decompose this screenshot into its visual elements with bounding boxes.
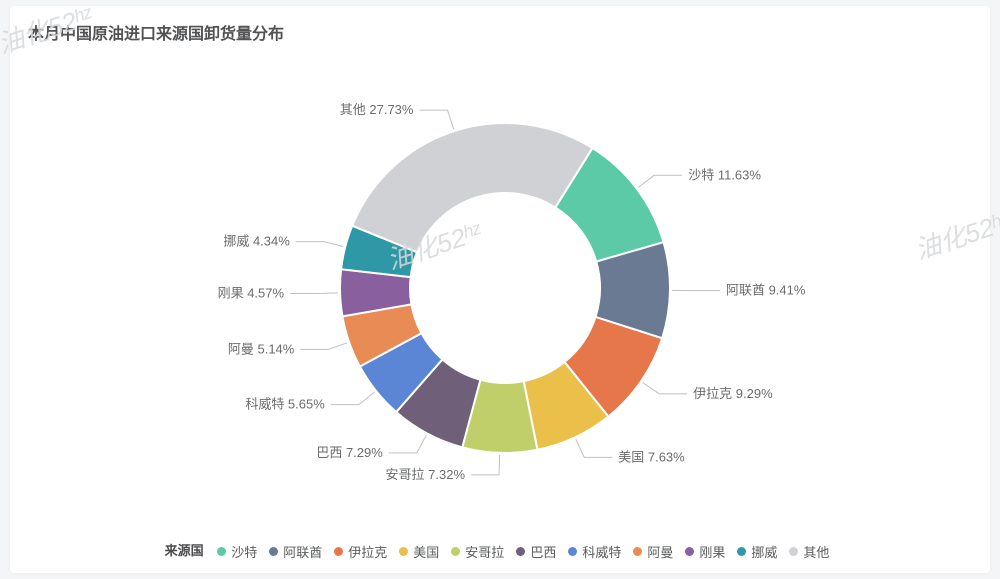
legend-item[interactable]: 阿曼 <box>633 542 673 561</box>
callout-label: 安哥拉 7.32% <box>386 467 466 482</box>
legend-item[interactable]: 科威特 <box>568 542 621 561</box>
legend-label: 美国 <box>413 542 439 561</box>
legend-swatch <box>451 547 460 556</box>
callout-label: 刚果 4.57% <box>218 285 285 300</box>
legend-label: 巴西 <box>530 542 556 561</box>
legend-label: 沙特 <box>231 542 257 561</box>
legend-title: 来源国 <box>165 543 204 558</box>
chart-area: 沙特 11.63% 阿联酋 9.41% 伊拉克 9.29% 美国 7.63% 安哥拉 7… <box>10 46 990 516</box>
callout-label: 阿曼 5.14% <box>228 341 295 356</box>
callout-leader <box>419 110 453 129</box>
donut-chart: 沙特 11.63% 阿联酋 9.41% 伊拉克 9.29% 美国 7.63% 安哥拉 7… <box>10 46 990 516</box>
legend-item[interactable]: 美国 <box>399 542 439 561</box>
callout-leader <box>638 175 682 187</box>
legend-swatch <box>334 547 343 556</box>
legend-label: 其他 <box>803 542 829 561</box>
legend-item[interactable]: 沙特 <box>217 542 257 561</box>
legend-item[interactable]: 伊拉克 <box>334 542 387 561</box>
callout-leader <box>389 435 426 453</box>
legend-label: 安哥拉 <box>465 542 504 561</box>
callout-leader <box>290 293 338 294</box>
callout-label: 沙特 11.63% <box>688 167 761 182</box>
legend-swatch <box>269 547 278 556</box>
legend-swatch <box>217 547 226 556</box>
legend-item[interactable]: 挪威 <box>737 542 777 561</box>
legend-label: 阿联酋 <box>283 542 322 561</box>
legend-swatch <box>516 547 525 556</box>
callout-label: 科威特 5.65% <box>245 397 325 412</box>
callout-leader <box>296 242 343 247</box>
callout-leader <box>643 383 687 394</box>
legend-label: 挪威 <box>751 542 777 561</box>
legend-item[interactable]: 阿联酋 <box>269 542 322 561</box>
callout-leader <box>331 392 375 404</box>
callout-label: 挪威 4.34% <box>223 234 290 249</box>
legend-swatch <box>399 547 408 556</box>
callout-leader <box>471 455 500 475</box>
callout-label: 其他 27.73% <box>340 102 414 117</box>
callout-label: 美国 7.63% <box>618 449 685 464</box>
legend-item[interactable]: 其他 <box>789 542 829 561</box>
legend-label: 刚果 <box>699 542 725 561</box>
legend-swatch <box>789 547 798 556</box>
callout-label: 伊拉克 9.29% <box>693 386 773 401</box>
callout-label: 阿联酋 9.41% <box>726 283 806 298</box>
chart-title: 本月中国原油进口来源国卸货量分布 <box>28 20 284 44</box>
legend-label: 阿曼 <box>647 542 673 561</box>
callout-leader <box>576 439 612 457</box>
legend-swatch <box>568 547 577 556</box>
legend-label: 伊拉克 <box>348 542 387 561</box>
legend-item[interactable]: 安哥拉 <box>451 542 504 561</box>
legend-swatch <box>633 547 642 556</box>
donut-slice[interactable] <box>352 123 592 252</box>
legend-swatch <box>737 547 746 556</box>
legend-label: 科威特 <box>582 542 621 561</box>
legend-item[interactable]: 刚果 <box>685 542 725 561</box>
legend-swatch <box>685 547 694 556</box>
legend-item[interactable]: 巴西 <box>516 542 556 561</box>
chart-card: 本月中国原油进口来源国卸货量分布 沙特 11.63% 阿联酋 9.41% 伊拉克 9… <box>10 6 990 573</box>
legend: 来源国 沙特 阿联酋 伊拉克 美国 安哥拉 巴西 科威特 阿曼 刚果 挪威 其他 <box>10 540 990 561</box>
callout-leader <box>300 343 347 350</box>
callout-label: 巴西 7.29% <box>316 445 383 460</box>
